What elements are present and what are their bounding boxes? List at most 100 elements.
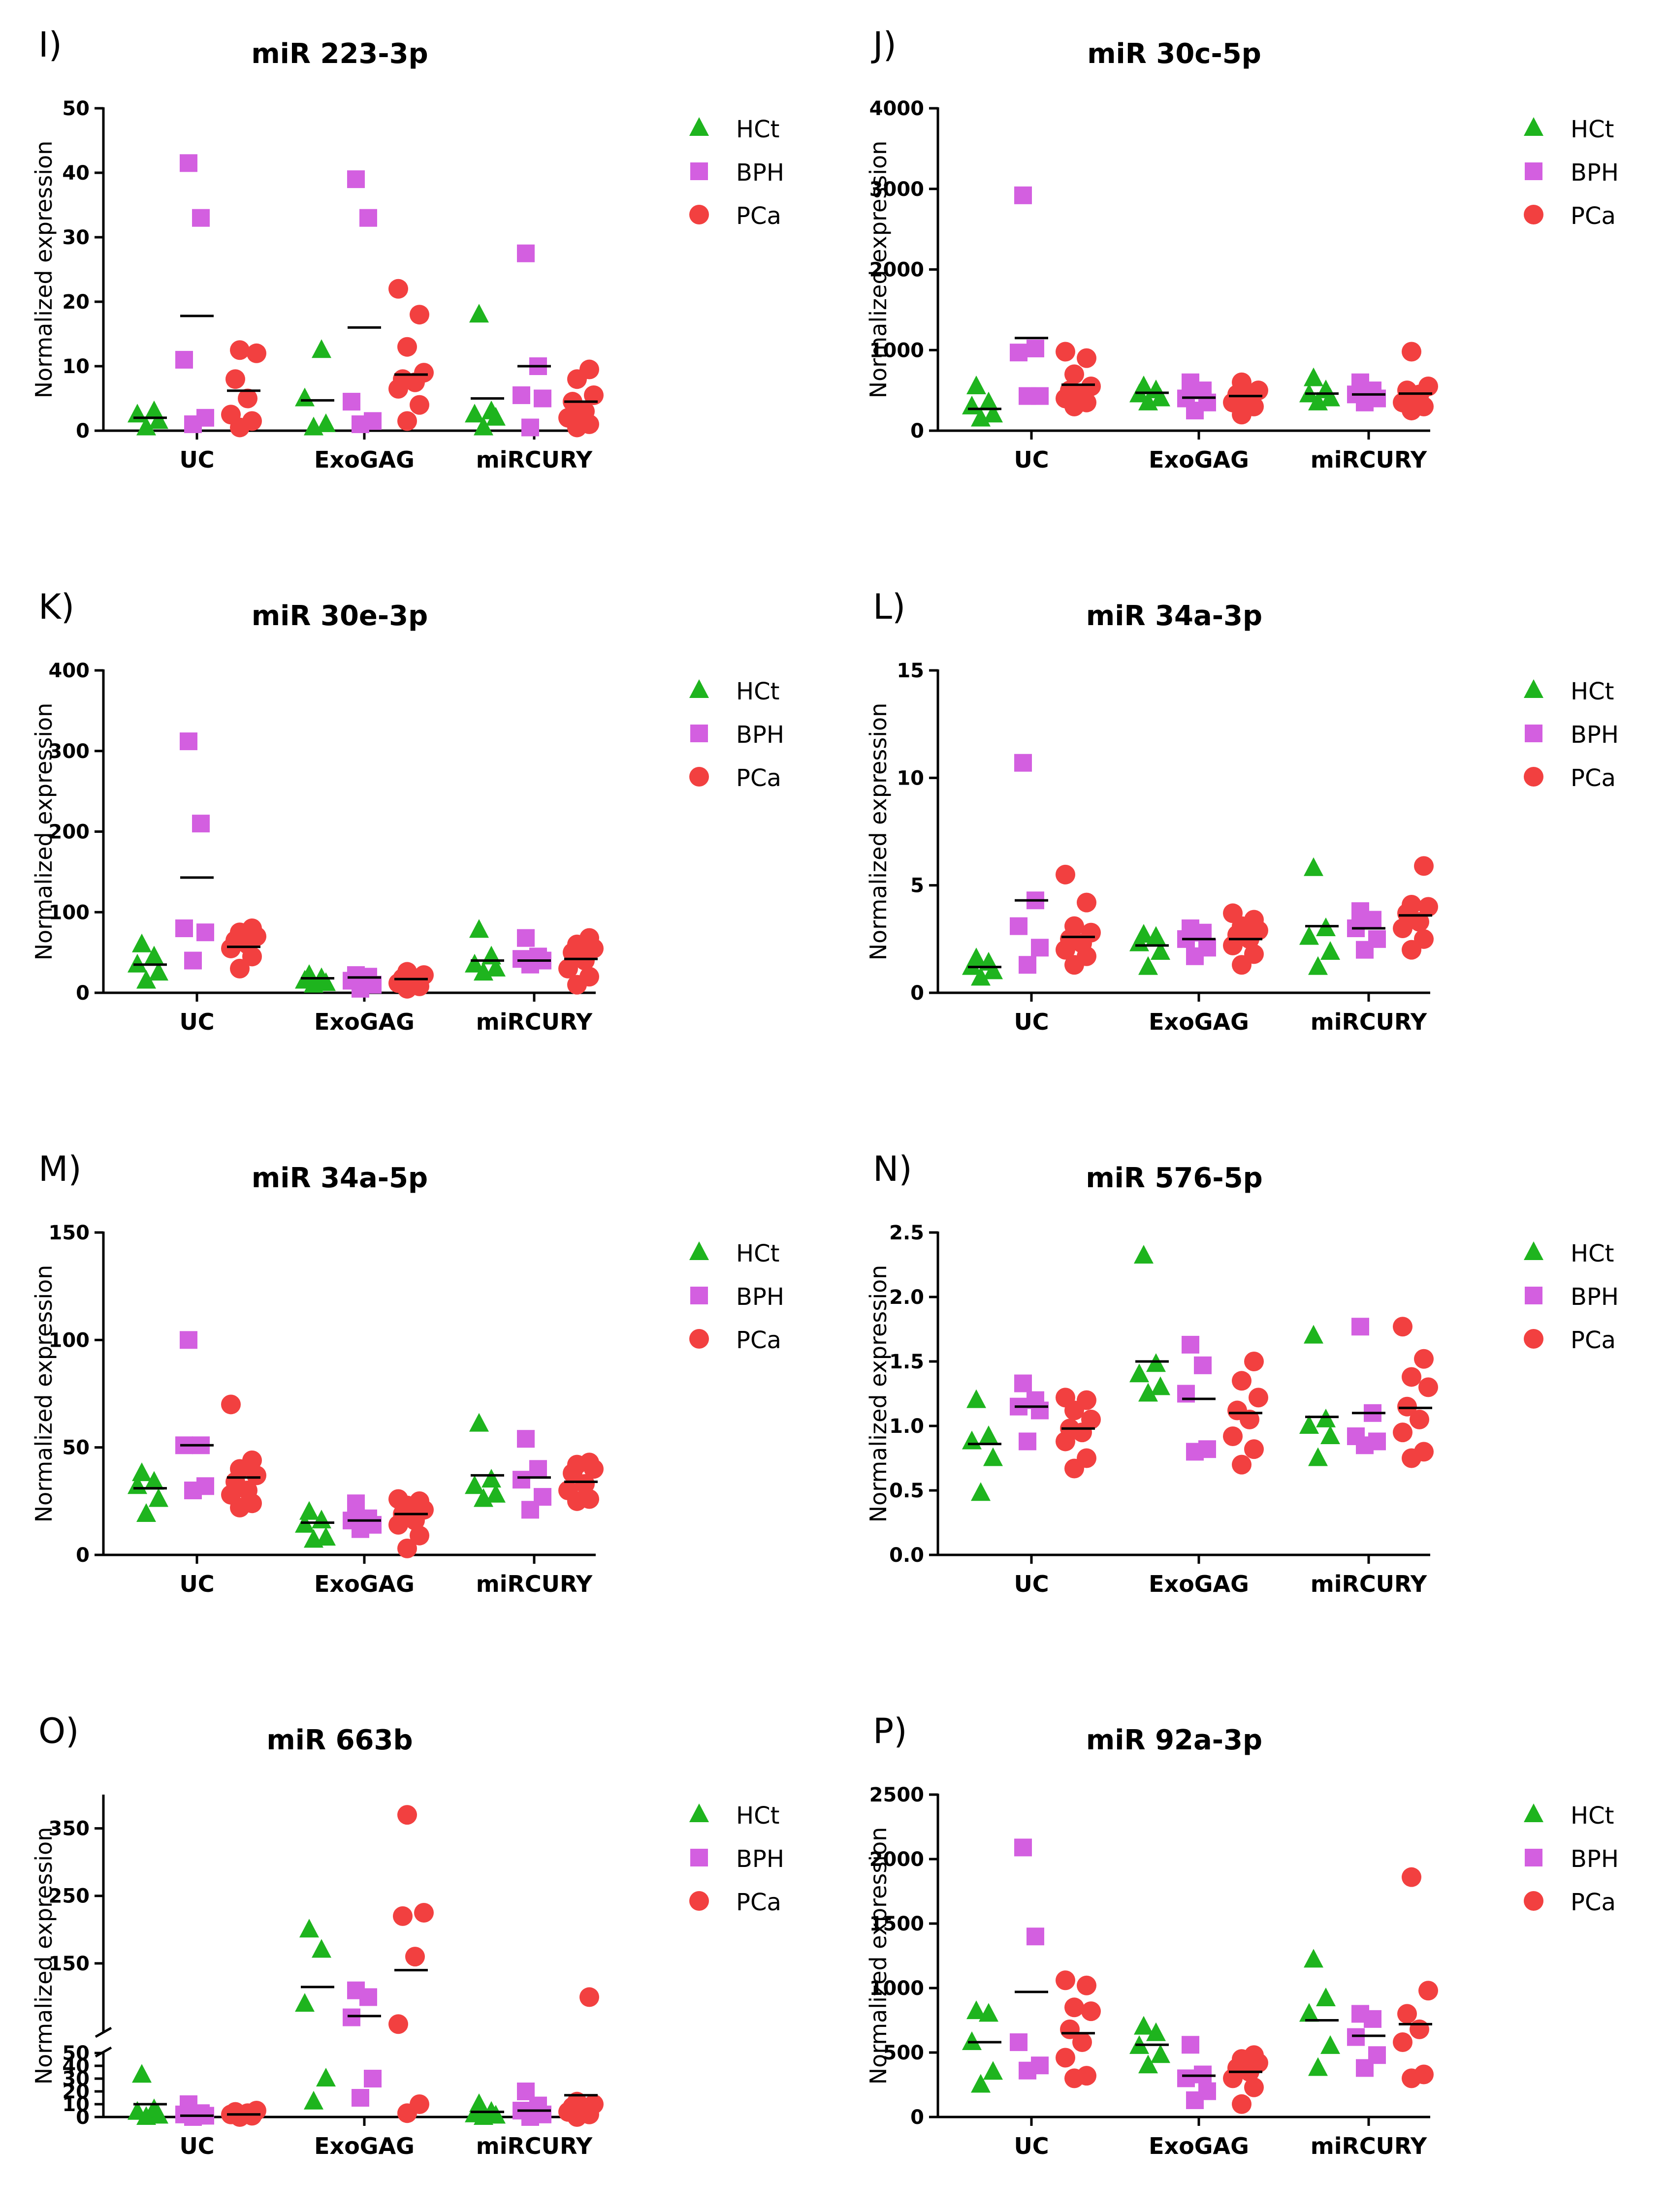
panel-letter: J) — [871, 25, 897, 65]
data-point-hct — [1129, 1363, 1149, 1383]
x-tick-label-exogag: ExoGAG — [314, 2133, 415, 2159]
legend-marker-bph — [690, 1287, 708, 1304]
y-tick-label: 2500 — [869, 1784, 924, 1806]
data-point-pca — [579, 967, 599, 987]
data-point-pca — [1081, 2001, 1101, 2022]
data-point-bph — [534, 389, 551, 408]
data-point-pca — [410, 395, 429, 415]
data-point-pca — [1414, 856, 1434, 876]
legend-label-hct: HCt — [1571, 1802, 1614, 1830]
data-point-bph — [513, 950, 530, 968]
legend-marker-pca — [1524, 205, 1543, 224]
data-point-hct — [1320, 941, 1340, 960]
data-point-bph — [1368, 1432, 1386, 1451]
legend-marker-hct — [689, 117, 709, 136]
panel-letter: O) — [38, 1711, 79, 1751]
data-point-pca — [1393, 1317, 1412, 1337]
data-point-bph — [347, 1981, 365, 1999]
data-point-pca — [1249, 380, 1268, 401]
data-point-bph — [534, 1488, 551, 1506]
data-point-pca — [1056, 864, 1075, 885]
legend-marker-pca — [689, 767, 709, 787]
panel-i: I) miR 223-3p Normalized expression 0 10 20 30… — [31, 25, 784, 473]
data-point-bph — [343, 2008, 360, 2026]
x-tick-label-uc: UC — [1014, 446, 1049, 473]
data-point-pca — [1244, 2045, 1264, 2065]
panel-l: L) miR 34a-3p Normalized expression 0 5 10 15 U… — [865, 587, 1619, 1035]
data-point-pca — [1056, 342, 1075, 362]
data-point-pca — [1414, 1349, 1434, 1369]
data-point-pca — [1418, 376, 1438, 396]
data-point-pca — [1244, 944, 1264, 964]
data-point-pca — [242, 411, 262, 431]
legend-marker-pca — [1524, 1891, 1543, 1911]
data-point-bph — [1368, 930, 1386, 948]
panel-title: miR 34a-3p — [1086, 600, 1262, 632]
data-point-hct — [1299, 926, 1319, 945]
data-point-pca — [1393, 2032, 1412, 2053]
legend-label-hct: HCt — [736, 678, 779, 705]
panel-letter: I) — [38, 25, 62, 65]
data-point-pca — [579, 1987, 599, 2007]
data-point-pca — [1077, 892, 1096, 913]
data-point-hct — [1316, 1987, 1336, 2006]
legend-label-bph: BPH — [1571, 159, 1619, 187]
data-point-bph — [1368, 2046, 1386, 2064]
data-point-hct — [1151, 1376, 1170, 1395]
data-point-hct — [962, 1430, 982, 1450]
data-point-bph — [1351, 1318, 1369, 1336]
data-point-hct — [1308, 2057, 1328, 2076]
data-point-pca — [1081, 376, 1101, 396]
data-point-pca — [1414, 1442, 1434, 1462]
data-point-bph — [1031, 2056, 1049, 2075]
data-point-pca — [242, 1450, 262, 1470]
data-point-hct — [966, 2000, 986, 2020]
x-tick-label-mircury: miRCURY — [1311, 1571, 1427, 1597]
data-point-hct — [299, 1501, 319, 1520]
x-tick-label-mircury: miRCURY — [476, 1571, 593, 1597]
data-point-bph — [1177, 2069, 1195, 2087]
data-point-pca — [397, 1538, 417, 1558]
data-point-bph — [180, 732, 197, 751]
y-tick-label: 5 — [910, 875, 924, 897]
panel-title: miR 223-3p — [251, 38, 428, 70]
data-point-hct — [128, 404, 147, 423]
legend-label-bph: BPH — [736, 1283, 784, 1311]
data-point-bph — [1351, 902, 1369, 920]
legend-marker-bph — [690, 725, 708, 742]
x-tick-label-exogag: ExoGAG — [1149, 446, 1249, 473]
data-point-bph — [175, 350, 193, 369]
y-tick-label: 2.5 — [889, 1222, 924, 1244]
y-tick-label: 0 — [910, 982, 924, 1005]
y-tick-label: 200 — [49, 821, 90, 844]
data-point-hct — [962, 2031, 982, 2051]
data-point-pca — [397, 1805, 417, 1825]
data-point-hct — [136, 970, 156, 989]
data-point-hct — [1138, 956, 1158, 975]
data-point-pca — [393, 369, 413, 389]
data-point-pca — [1081, 922, 1101, 943]
data-point-pca — [242, 918, 262, 938]
data-point-bph — [513, 1471, 530, 1489]
y-tick-label: 0.5 — [889, 1480, 924, 1502]
y-tick-label: 4000 — [869, 97, 924, 120]
data-point-pca — [1402, 342, 1421, 362]
legend-marker-pca — [689, 205, 709, 224]
data-point-bph — [347, 966, 365, 984]
y-tick-label: 0.0 — [889, 1544, 924, 1567]
y-tick-label: 0 — [76, 420, 90, 442]
data-point-pca — [393, 1906, 413, 1926]
panel-m: M) miR 34a-5p Normalized expression 0 50 100 1… — [31, 1149, 784, 1597]
data-point-pca — [388, 2014, 408, 2034]
panel-p: P) miR 92a-3p Normalized expression 0 500 100… — [865, 1711, 1619, 2159]
data-point-hct — [469, 919, 489, 938]
data-point-bph — [1010, 344, 1027, 362]
data-point-hct — [1320, 2035, 1340, 2054]
y-axis-title: Normalized expression — [865, 1827, 892, 2085]
legend-label-pca: PCa — [736, 1889, 781, 1916]
y-tick-label: 300 — [49, 740, 90, 763]
y-tick-label: 500 — [883, 2042, 925, 2064]
data-point-bph — [517, 2083, 535, 2100]
data-point-bph — [175, 919, 193, 937]
data-point-hct — [299, 964, 319, 983]
